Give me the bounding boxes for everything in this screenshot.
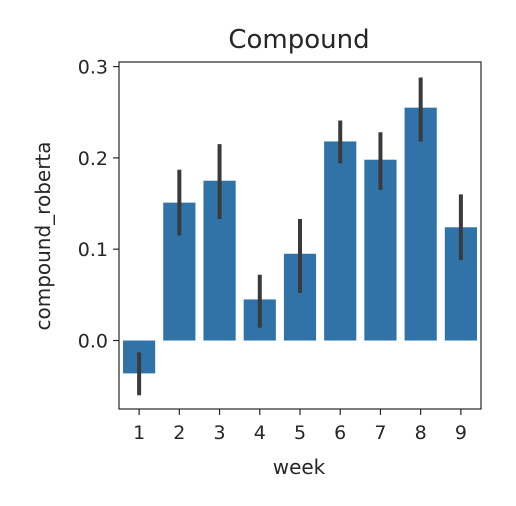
x-tick-label-7: 7 [374,422,386,444]
y-tick-label-0.0: 0.0 [78,331,108,353]
chart-title: Compound [228,25,369,55]
y-axis: 0.0 0.1 0.2 0.3 [78,57,119,353]
x-axis: 1 2 3 4 5 6 7 8 9 [133,409,467,444]
x-tick-label-8: 8 [415,422,427,444]
bar-week-6 [324,141,357,341]
x-tick-label-1: 1 [133,422,145,444]
y-tick-label-0.1: 0.1 [78,239,108,261]
y-axis-label: compound_roberta [31,141,55,330]
x-axis-label: week [273,455,326,479]
x-tick-label-4: 4 [254,422,266,444]
x-tick-label-2: 2 [173,422,185,444]
y-tick-label-0.2: 0.2 [78,148,108,170]
y-tick-label-0.3: 0.3 [78,57,108,79]
x-tick-label-9: 9 [455,422,467,444]
plot-area [123,77,477,396]
bar-week-8 [404,107,437,341]
bar-week-7 [364,159,397,341]
x-tick-label-5: 5 [294,422,306,444]
x-tick-label-6: 6 [334,422,346,444]
x-tick-label-3: 3 [214,422,226,444]
